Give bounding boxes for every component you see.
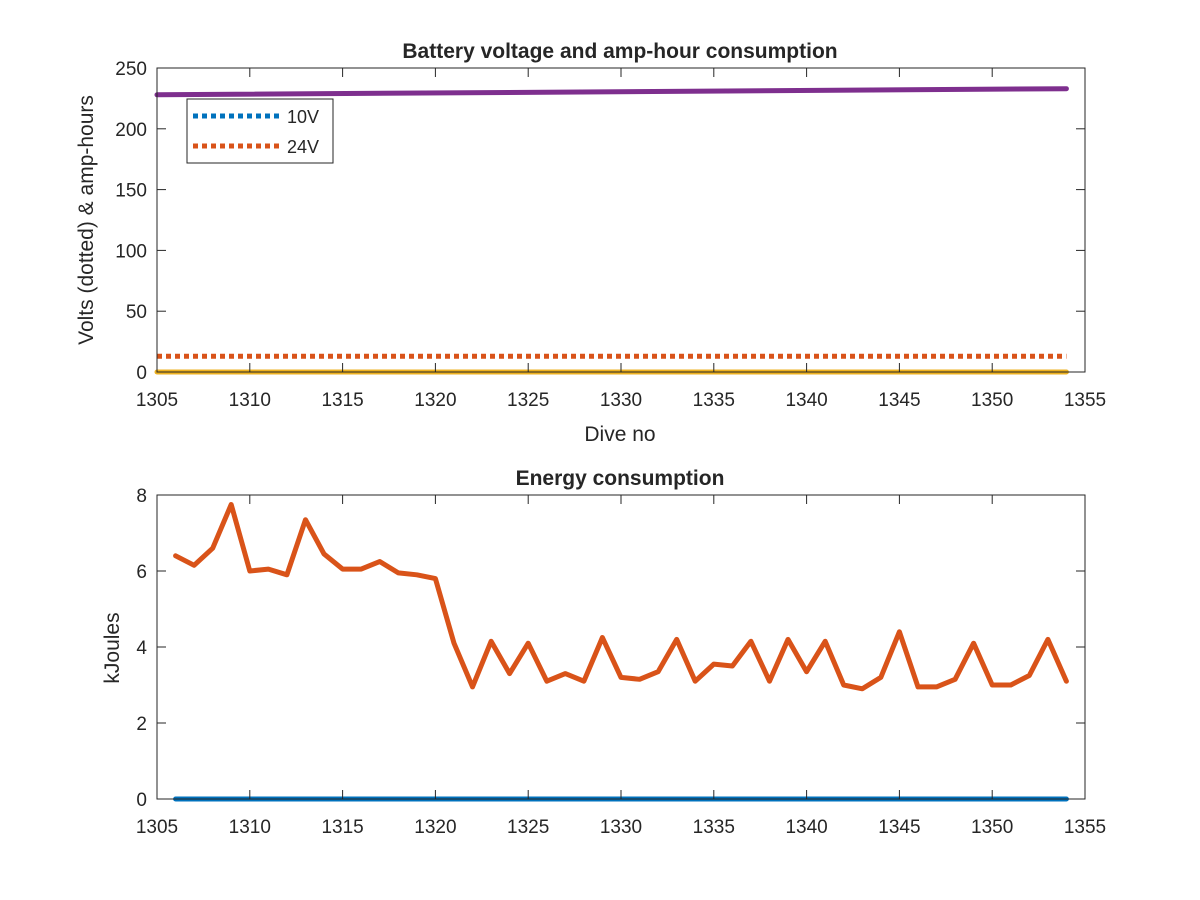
- energy-chart-x-tick-label: 1355: [1064, 817, 1106, 838]
- energy-chart-x-tick-label: 1320: [414, 817, 456, 838]
- energy-chart-x-tick-label: 1345: [878, 817, 920, 838]
- battery-chart-legend: 10V 24V: [186, 98, 334, 164]
- energy-chart-x-tick-label: 1350: [971, 817, 1013, 838]
- battery-chart-x-tick-label: 1315: [321, 390, 363, 411]
- battery-chart-x-tick-label: 1330: [600, 390, 642, 411]
- energy-chart-series-line-1: [173, 502, 1069, 692]
- energy-chart-x-tick-label: 1340: [785, 817, 827, 838]
- battery-chart-legend-label-10v: 10V: [287, 107, 319, 127]
- battery-chart-axes: 1305 1310 1315 1320 1325 1330 1335 1340 1345 1350…: [115, 59, 1106, 411]
- battery-chart-y-tick-label: 250: [115, 59, 147, 80]
- energy-chart-x-tick-label: 1310: [229, 817, 271, 838]
- battery-chart-x-tick-label: 1350: [971, 390, 1013, 411]
- battery-chart-y-tick-label: 0: [136, 363, 147, 384]
- energy-chart: Energy consumption kJoules 1305 1310 1315 1…: [101, 467, 1106, 838]
- energy-chart-x-tick-label: 1315: [321, 817, 363, 838]
- energy-chart-x-tick-label: 1325: [507, 817, 549, 838]
- battery-chart-x-tick-label: 1345: [878, 390, 920, 411]
- energy-chart-y-tick-label: 4: [136, 638, 147, 659]
- battery-chart-x-tick-label: 1340: [785, 390, 827, 411]
- energy-chart-y-tick-label: 2: [136, 714, 147, 735]
- battery-chart-series-line-3: [154, 86, 1069, 98]
- battery-chart-x-tick-label: 1320: [414, 390, 456, 411]
- energy-chart-x-tick-label: 1335: [693, 817, 735, 838]
- battery-chart-x-tick-label: 1325: [507, 390, 549, 411]
- energy-chart-y-tick-label: 8: [136, 486, 147, 507]
- energy-chart-y-tick-label: 0: [136, 790, 147, 811]
- battery-chart-y-axis-label: Volts (dotted) & amp-hours: [75, 95, 98, 345]
- battery-chart: Battery voltage and amp-hour consumption…: [75, 40, 1106, 446]
- energy-chart-axes: 1305 1310 1315 1320 1325 1330 1335 1340 1345 1350…: [136, 486, 1106, 838]
- energy-chart-y-axis-label: kJoules: [101, 612, 124, 683]
- energy-chart-x-tick-label: 1330: [600, 817, 642, 838]
- battery-chart-y-tick-label: 50: [126, 302, 147, 323]
- battery-chart-x-tick-label: 1335: [693, 390, 735, 411]
- battery-chart-legend-label-24v: 24V: [287, 137, 319, 157]
- energy-chart-title: Energy consumption: [516, 467, 725, 490]
- battery-chart-x-tick-label: 1355: [1064, 390, 1106, 411]
- battery-chart-y-tick-label: 100: [115, 241, 147, 262]
- energy-chart-y-tick-label: 6: [136, 562, 147, 583]
- energy-chart-plot-area: [173, 502, 1069, 802]
- battery-chart-title: Battery voltage and amp-hour consumption: [402, 40, 837, 63]
- battery-chart-y-tick-label: 150: [115, 181, 147, 202]
- battery-chart-x-tick-label: 1310: [229, 390, 271, 411]
- energy-chart-x-tick-label: 1305: [136, 817, 178, 838]
- battery-chart-x-axis-label: Dive no: [584, 423, 655, 446]
- battery-chart-y-tick-label: 200: [115, 120, 147, 141]
- battery-chart-legend-box: [186, 98, 334, 164]
- battery-chart-x-tick-label: 1305: [136, 390, 178, 411]
